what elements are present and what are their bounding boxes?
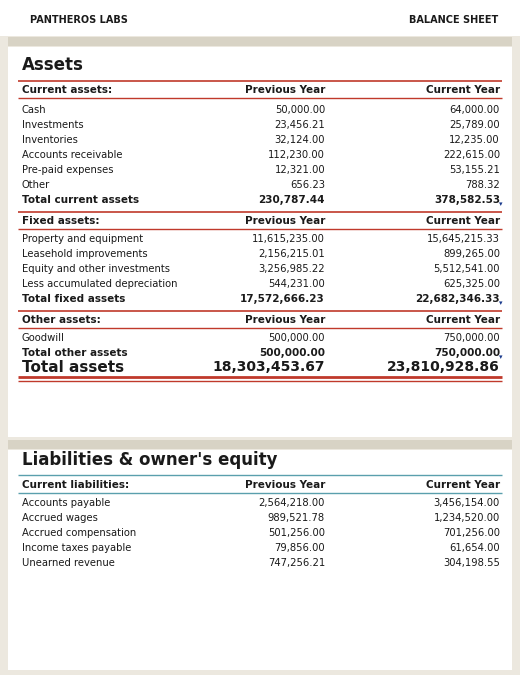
Text: 22,682,346.33: 22,682,346.33 [415, 294, 500, 304]
Text: Total fixed assets: Total fixed assets [22, 294, 125, 304]
Text: 747,256.21: 747,256.21 [268, 558, 325, 568]
Text: 788.32: 788.32 [465, 180, 500, 190]
Text: 230,787.44: 230,787.44 [258, 195, 325, 205]
Text: 304,198.55: 304,198.55 [443, 558, 500, 568]
Text: Property and equipment: Property and equipment [22, 234, 143, 244]
Text: Total assets: Total assets [22, 360, 124, 375]
Text: Other assets:: Other assets: [22, 315, 101, 325]
Bar [8, 450, 512, 670]
Text: 750,000.00: 750,000.00 [434, 348, 500, 358]
Text: Previous Year: Previous Year [244, 85, 325, 95]
Text: 23,456.21: 23,456.21 [274, 120, 325, 130]
Text: Assets: Assets [22, 56, 84, 74]
Bar [8, 37, 512, 46]
Text: Less accumulated depreciation: Less accumulated depreciation [22, 279, 177, 289]
Text: 3,256,985.22: 3,256,985.22 [258, 264, 325, 274]
Text: 11,615,235.00: 11,615,235.00 [252, 234, 325, 244]
Text: Current Year: Current Year [426, 85, 500, 95]
Text: Unearned revenue: Unearned revenue [22, 558, 115, 568]
Text: 544,231.00: 544,231.00 [268, 279, 325, 289]
Text: 500,000.00: 500,000.00 [268, 333, 325, 343]
Text: Income taxes payable: Income taxes payable [22, 543, 132, 553]
Text: 701,256.00: 701,256.00 [443, 528, 500, 538]
Text: Total current assets: Total current assets [22, 195, 139, 205]
Text: ▾: ▾ [499, 300, 502, 306]
Text: Investments: Investments [22, 120, 84, 130]
Text: Leasehold improvements: Leasehold improvements [22, 249, 148, 259]
Text: 112,230.00: 112,230.00 [268, 150, 325, 160]
Bar [8, 440, 512, 449]
Text: Accrued compensation: Accrued compensation [22, 528, 136, 538]
Text: 501,256.00: 501,256.00 [268, 528, 325, 538]
Text: Accounts receivable: Accounts receivable [22, 150, 123, 160]
Text: 23,810,928.86: 23,810,928.86 [387, 360, 500, 374]
Text: ▾: ▾ [499, 201, 502, 207]
Text: 625,325.00: 625,325.00 [443, 279, 500, 289]
Text: 750,000.00: 750,000.00 [444, 333, 500, 343]
Text: 2,156,215.01: 2,156,215.01 [258, 249, 325, 259]
Text: 79,856.00: 79,856.00 [275, 543, 325, 553]
Text: 25,789.00: 25,789.00 [449, 120, 500, 130]
Text: Total other assets: Total other assets [22, 348, 127, 358]
Text: Pre-paid expenses: Pre-paid expenses [22, 165, 113, 175]
Text: Goodwill: Goodwill [22, 333, 65, 343]
Text: 18,303,453.67: 18,303,453.67 [213, 360, 325, 374]
Text: Current assets:: Current assets: [22, 85, 112, 95]
Text: 989,521.78: 989,521.78 [268, 513, 325, 523]
Text: Accrued wages: Accrued wages [22, 513, 98, 523]
Text: 12,235.00: 12,235.00 [449, 135, 500, 145]
Text: 2,564,218.00: 2,564,218.00 [258, 498, 325, 508]
Text: Current Year: Current Year [426, 480, 500, 490]
Text: 61,654.00: 61,654.00 [449, 543, 500, 553]
Text: ▾: ▾ [499, 354, 502, 360]
Text: 5,512,541.00: 5,512,541.00 [434, 264, 500, 274]
Text: Inventories: Inventories [22, 135, 78, 145]
Text: Fixed assets:: Fixed assets: [22, 216, 99, 226]
Text: Current liabilities:: Current liabilities: [22, 480, 129, 490]
Text: Equity and other investments: Equity and other investments [22, 264, 170, 274]
Text: 15,645,215.33: 15,645,215.33 [427, 234, 500, 244]
Text: Accounts payable: Accounts payable [22, 498, 110, 508]
Text: Previous Year: Previous Year [244, 480, 325, 490]
Text: Liabilities & owner's equity: Liabilities & owner's equity [22, 451, 278, 469]
Text: Current Year: Current Year [426, 216, 500, 226]
Text: 1,234,520.00: 1,234,520.00 [434, 513, 500, 523]
Bar [0, 0, 520, 36]
Text: 32,124.00: 32,124.00 [275, 135, 325, 145]
Text: Other: Other [22, 180, 50, 190]
Text: Previous Year: Previous Year [244, 315, 325, 325]
Text: 899,265.00: 899,265.00 [443, 249, 500, 259]
Text: 378,582.53: 378,582.53 [434, 195, 500, 205]
Text: 17,572,666.23: 17,572,666.23 [240, 294, 325, 304]
Text: 12,321.00: 12,321.00 [275, 165, 325, 175]
Text: 3,456,154.00: 3,456,154.00 [434, 498, 500, 508]
Text: 222,615.00: 222,615.00 [443, 150, 500, 160]
Text: Cash: Cash [22, 105, 47, 115]
Text: 53,155.21: 53,155.21 [449, 165, 500, 175]
Text: PANTHEROS LABS: PANTHEROS LABS [30, 15, 128, 25]
Text: BALANCE SHEET: BALANCE SHEET [409, 15, 498, 25]
Text: Current Year: Current Year [426, 315, 500, 325]
Text: Previous Year: Previous Year [244, 216, 325, 226]
Bar [8, 47, 512, 437]
Text: 500,000.00: 500,000.00 [259, 348, 325, 358]
Text: 656.23: 656.23 [290, 180, 325, 190]
Text: 64,000.00: 64,000.00 [450, 105, 500, 115]
Text: 50,000.00: 50,000.00 [275, 105, 325, 115]
